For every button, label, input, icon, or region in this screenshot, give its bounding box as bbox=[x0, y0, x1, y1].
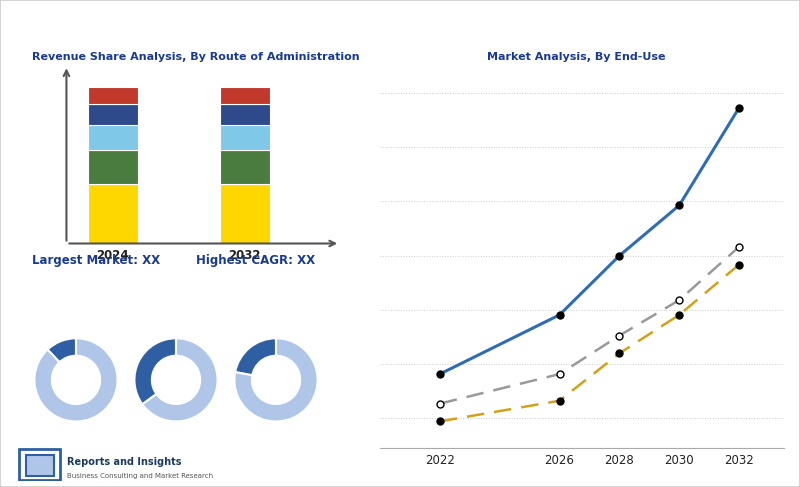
Bar bbox=[87, 184, 138, 244]
Wedge shape bbox=[234, 338, 318, 421]
Text: GLOBAL STERILE INJECTABLE CONTRACT MANUFACTURING MARKET SEGMENT ANALYSIS: GLOBAL STERILE INJECTABLE CONTRACT MANUF… bbox=[10, 19, 614, 32]
FancyBboxPatch shape bbox=[19, 450, 60, 480]
Bar bbox=[220, 104, 270, 125]
Bar bbox=[87, 150, 138, 184]
Bar bbox=[220, 184, 270, 244]
Bar bbox=[220, 87, 270, 104]
FancyBboxPatch shape bbox=[26, 455, 54, 476]
Wedge shape bbox=[47, 338, 76, 362]
Text: Revenue Share Analysis, By Route of Administration: Revenue Share Analysis, By Route of Admi… bbox=[32, 52, 360, 62]
Wedge shape bbox=[142, 338, 218, 421]
Text: Highest CAGR: XX: Highest CAGR: XX bbox=[196, 254, 315, 267]
Bar bbox=[87, 104, 138, 125]
Bar bbox=[87, 125, 138, 150]
Text: Largest Market: XX: Largest Market: XX bbox=[32, 254, 160, 267]
Wedge shape bbox=[134, 338, 176, 404]
Bar bbox=[220, 150, 270, 184]
Wedge shape bbox=[235, 338, 276, 375]
Text: Market Analysis, By End-Use: Market Analysis, By End-Use bbox=[486, 52, 666, 62]
Wedge shape bbox=[34, 338, 118, 421]
Bar bbox=[220, 125, 270, 150]
Text: Reports and Insights: Reports and Insights bbox=[67, 457, 182, 467]
Bar bbox=[87, 87, 138, 104]
Text: Business Consulting and Market Research: Business Consulting and Market Research bbox=[67, 473, 214, 479]
